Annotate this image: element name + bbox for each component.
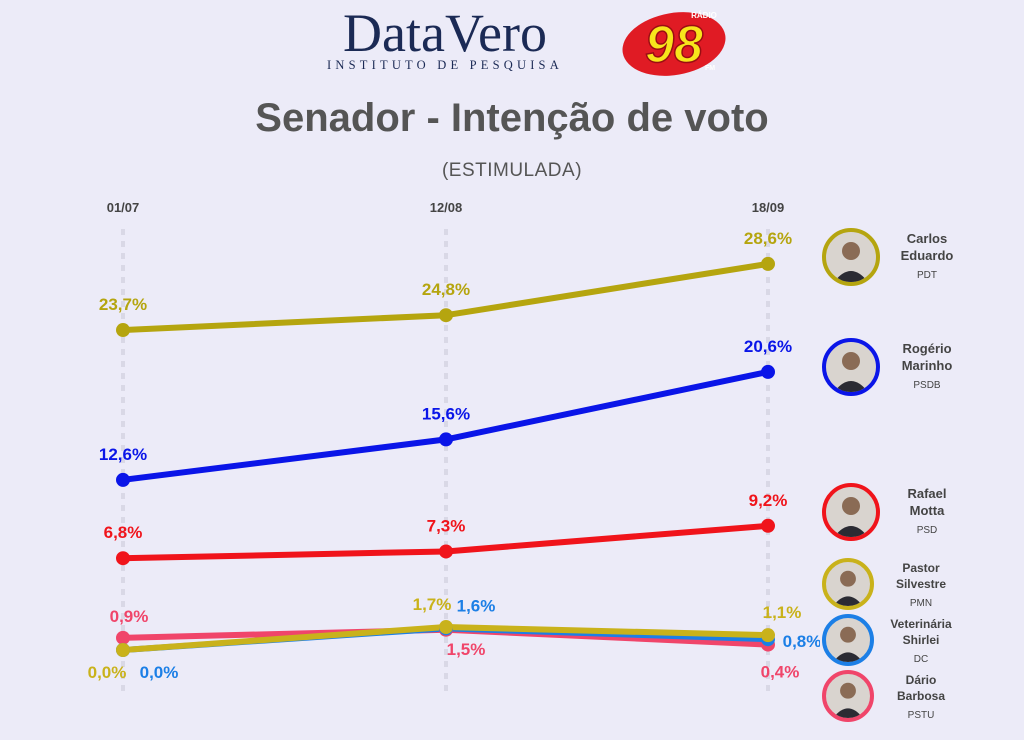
candidate-photo [822, 483, 880, 541]
candidate-name: Pastor Silvestre [880, 560, 962, 592]
candidate-photo [822, 338, 880, 396]
data-label: 0,9% [110, 607, 149, 626]
candidate-party: DC [913, 654, 929, 665]
candidate-first-name: Rogério [902, 341, 952, 356]
candidate-first-name: Carlos [906, 231, 948, 246]
data-point [439, 544, 453, 559]
data-point [761, 256, 775, 271]
candidate-photo [822, 558, 874, 610]
data-label: 6,8% [104, 523, 143, 542]
brand-name: DataVero [343, 3, 547, 63]
data-point [439, 620, 453, 635]
candidate-card: Rogério Marinho PSDB [822, 338, 1022, 408]
candidate-party: PMN [909, 598, 933, 609]
candidate-card: Rafael Motta PSD [822, 483, 1022, 553]
candidate-party: PSDB [913, 380, 941, 391]
radio-label: RÁDIO [691, 11, 717, 20]
candidate-first-name: Pastor [902, 561, 940, 575]
candidate-last-name: Barbosa [896, 689, 946, 703]
candidate-party: PSTU [907, 710, 935, 721]
data-point [116, 551, 130, 566]
candidate-card: Veterinária Shirlei DC [822, 614, 1022, 684]
radio-fm: FM [705, 65, 715, 72]
candidate-last-name: Silvestre [895, 577, 947, 591]
candidate-party: PDT [917, 270, 937, 281]
candidate-name: Rafael Motta [886, 485, 968, 519]
data-label: 20,6% [744, 337, 792, 356]
data-label: 23,7% [99, 295, 147, 314]
brand-subtitle: INSTITUTO DE PESQUISA [327, 58, 563, 72]
data-label: 1,1% [763, 603, 802, 622]
line-chart: 01/07 12/08 18/09 23,7% 24,8% 28,6% 12,6% 15,6%… [88, 200, 820, 692]
brand-logo: DataVero INSTITUTO DE PESQUISA [300, 4, 590, 73]
candidate-name: Carlos Eduardo [886, 230, 968, 264]
data-label: 1,7% [413, 595, 452, 614]
candidate-name: Veterinária Shirlei [880, 616, 962, 648]
candidate-last-name: Marinho [901, 358, 953, 373]
candidate-card: Pastor Silvestre PMN [822, 558, 1022, 628]
candidate-name: Rogério Marinho [886, 340, 968, 374]
candidate-last-name: Shirlei [902, 633, 940, 647]
x-tick-label: 01/07 [107, 200, 140, 215]
candidate-first-name: Veterinária [890, 617, 952, 631]
data-point [439, 432, 453, 447]
radio-98-logo: 98 RÁDIO FM [622, 11, 726, 76]
chart-title: Senador - Intenção de voto [255, 96, 769, 140]
data-point [761, 518, 775, 533]
candidate-card: Dário Barbosa PSTU [822, 670, 1022, 740]
data-label: 24,8% [422, 280, 470, 299]
data-point [116, 630, 130, 645]
data-point [116, 323, 130, 338]
data-label: 15,6% [422, 404, 470, 423]
data-point [439, 308, 453, 323]
candidate-party: PSD [916, 525, 938, 536]
chart-subtitle: (ESTIMULADA) [441, 160, 583, 181]
data-point [761, 628, 775, 643]
radio-number: 98 [645, 16, 703, 74]
x-tick-label: 18/09 [752, 200, 785, 215]
data-label: 12,6% [99, 445, 147, 464]
data-label: 0,0% [140, 663, 179, 682]
data-label: 1,6% [457, 596, 496, 615]
candidate-photo [822, 670, 874, 722]
x-tick-label: 12/08 [430, 200, 463, 215]
candidate-first-name: Rafael [907, 486, 947, 501]
candidate-first-name: Dário [905, 673, 937, 687]
data-point [116, 472, 130, 487]
data-label: 28,6% [744, 229, 792, 248]
candidate-name: Dário Barbosa [880, 672, 962, 704]
candidate-last-name: Motta [909, 503, 945, 518]
data-label: 0,8% [783, 632, 820, 651]
data-point [116, 643, 130, 657]
data-label: 0,0% [88, 663, 127, 682]
data-label: 0,4% [761, 663, 800, 682]
data-label: 7,3% [427, 516, 466, 535]
data-label: 9,2% [749, 491, 788, 510]
candidate-card: Carlos Eduardo PDT [822, 228, 1022, 298]
candidate-photo [822, 228, 880, 286]
candidate-last-name: Eduardo [900, 248, 954, 263]
data-label: 1,5% [447, 640, 486, 659]
data-point [761, 364, 775, 379]
candidate-photo [822, 614, 874, 666]
